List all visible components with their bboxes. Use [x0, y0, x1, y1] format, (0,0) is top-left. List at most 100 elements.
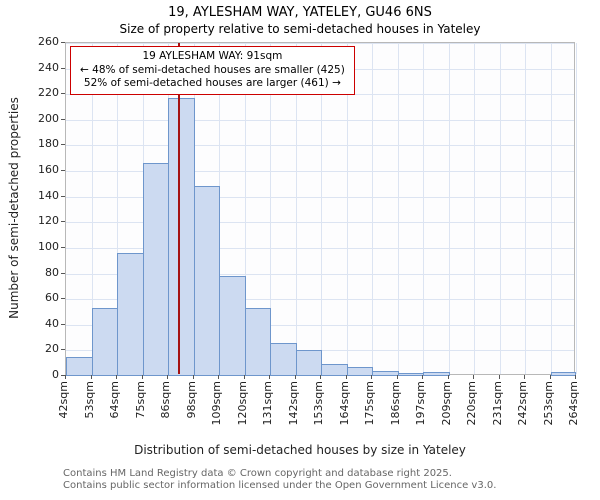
- y-tick-label: 240: [38, 60, 59, 74]
- histogram-bar: [397, 373, 424, 376]
- x-tick-mark: [447, 375, 449, 379]
- gridline-vertical: [117, 43, 118, 374]
- histogram-bar: [91, 308, 118, 376]
- footer-attribution-hm-land-registry: Contains HM Land Registry data © Crown c…: [63, 468, 452, 479]
- chart-title: 19, AYLESHAM WAY, YATELEY, GU46 6NS: [168, 5, 432, 20]
- gridline-vertical: [296, 43, 297, 374]
- x-tick-mark: [524, 375, 525, 379]
- gridline-horizontal: [66, 43, 574, 44]
- histogram-bar: [321, 364, 348, 376]
- y-tick-mark: [61, 349, 65, 351]
- histogram-bar: [219, 276, 246, 376]
- histogram-bar: [193, 186, 220, 376]
- y-tick-label: 100: [38, 239, 59, 253]
- annotation-box: 19 AYLESHAM WAY: 91sqm ← 48% of semi-det…: [70, 46, 355, 95]
- x-axis-label: Distribution of semi-detached houses by …: [134, 443, 466, 457]
- x-tick-mark: [192, 375, 194, 379]
- gridline-horizontal: [66, 196, 574, 198]
- gridline-horizontal: [66, 273, 574, 275]
- y-tick-mark: [61, 375, 65, 376]
- x-tick-mark: [549, 375, 551, 379]
- annotation-larger-line: 52% of semi-detached houses are larger (…: [83, 77, 341, 90]
- x-tick-label: 153sqm: [312, 381, 325, 426]
- gridline-horizontal: [66, 324, 574, 326]
- x-tick-mark: [90, 375, 92, 379]
- gridline-horizontal: [66, 299, 574, 301]
- x-tick-label: 98sqm: [184, 381, 198, 419]
- y-tick-mark: [61, 170, 65, 172]
- x-tick-label: 164sqm: [337, 381, 351, 426]
- annotation-property-line: 19 AYLESHAM WAY: 91sqm: [142, 50, 283, 62]
- y-tick-mark: [61, 298, 65, 300]
- x-tick-mark: [371, 375, 372, 379]
- x-tick-mark: [218, 375, 219, 379]
- y-tick-label: 120: [38, 214, 59, 228]
- y-tick-label: 180: [38, 137, 59, 151]
- y-tick-mark: [61, 118, 65, 120]
- x-tick-mark: [473, 375, 474, 379]
- annotation-smaller-line: ← 48% of semi-detached houses are smalle…: [80, 63, 345, 76]
- gridline-vertical: [525, 43, 526, 374]
- y-tick-mark: [61, 144, 65, 146]
- x-tick-label: 109sqm: [210, 381, 223, 426]
- x-tick-label: 42sqm: [57, 381, 70, 419]
- gridline-vertical: [347, 43, 348, 374]
- x-tick-label: 220sqm: [465, 381, 478, 426]
- x-tick-mark: [575, 375, 576, 379]
- x-tick-label: 75sqm: [133, 381, 147, 419]
- y-tick-label: 60: [45, 291, 59, 305]
- y-tick-mark: [61, 195, 65, 197]
- gridline-horizontal: [66, 171, 574, 173]
- x-tick-label: 231sqm: [490, 381, 504, 426]
- histogram-bar: [550, 372, 576, 376]
- histogram-bar: [295, 350, 322, 376]
- x-tick-label: 209sqm: [439, 381, 453, 426]
- gridline-vertical: [423, 43, 424, 374]
- x-tick-mark: [243, 375, 245, 379]
- gridline-vertical: [474, 43, 475, 374]
- y-tick-label: 140: [38, 188, 59, 202]
- chart-subtitle: Size of property relative to semi-detach…: [119, 22, 481, 36]
- gridline-horizontal: [66, 222, 574, 224]
- x-tick-label: 253sqm: [541, 381, 555, 426]
- x-tick-mark: [141, 375, 143, 379]
- y-tick-mark: [61, 93, 65, 95]
- histogram-bar: [117, 253, 144, 376]
- y-tick-label: 220: [38, 86, 59, 100]
- gridline-vertical: [576, 43, 577, 374]
- y-tick-label: 40: [45, 316, 59, 330]
- histogram-bar: [142, 163, 169, 376]
- gridline-vertical: [398, 43, 399, 374]
- y-tick-label: 0: [52, 368, 59, 381]
- x-tick-label: 242sqm: [516, 381, 529, 426]
- x-tick-mark: [294, 375, 296, 379]
- x-tick-mark: [396, 375, 398, 379]
- x-tick-mark: [422, 375, 423, 379]
- plot-area: [65, 42, 577, 376]
- x-tick-mark: [498, 375, 500, 379]
- gridline-horizontal: [66, 247, 574, 249]
- gridline-horizontal: [66, 119, 574, 121]
- histogram-bar: [270, 342, 297, 376]
- gridline-vertical: [372, 43, 373, 374]
- histogram-bar: [346, 367, 373, 376]
- x-tick-label: 264sqm: [567, 381, 580, 426]
- property-size-marker-line: [177, 43, 180, 374]
- histogram-bar: [244, 308, 271, 376]
- histogram-bar: [372, 370, 399, 376]
- gridline-vertical: [321, 43, 322, 374]
- x-tick-label: 175sqm: [363, 381, 376, 426]
- x-tick-label: 86sqm: [159, 381, 172, 419]
- x-tick-mark: [345, 375, 347, 379]
- y-tick-mark: [61, 323, 65, 325]
- gridline-horizontal: [66, 145, 574, 147]
- gridline-vertical: [245, 43, 246, 374]
- y-tick-mark: [61, 42, 65, 43]
- y-tick-label: 160: [38, 163, 59, 177]
- histogram-bar: [66, 356, 93, 376]
- x-tick-mark: [116, 375, 117, 379]
- y-tick-label: 200: [38, 111, 59, 125]
- y-tick-label: 20: [45, 342, 59, 356]
- y-axis-label: Number of semi-detached properties: [7, 97, 21, 319]
- x-tick-label: 142sqm: [286, 381, 300, 426]
